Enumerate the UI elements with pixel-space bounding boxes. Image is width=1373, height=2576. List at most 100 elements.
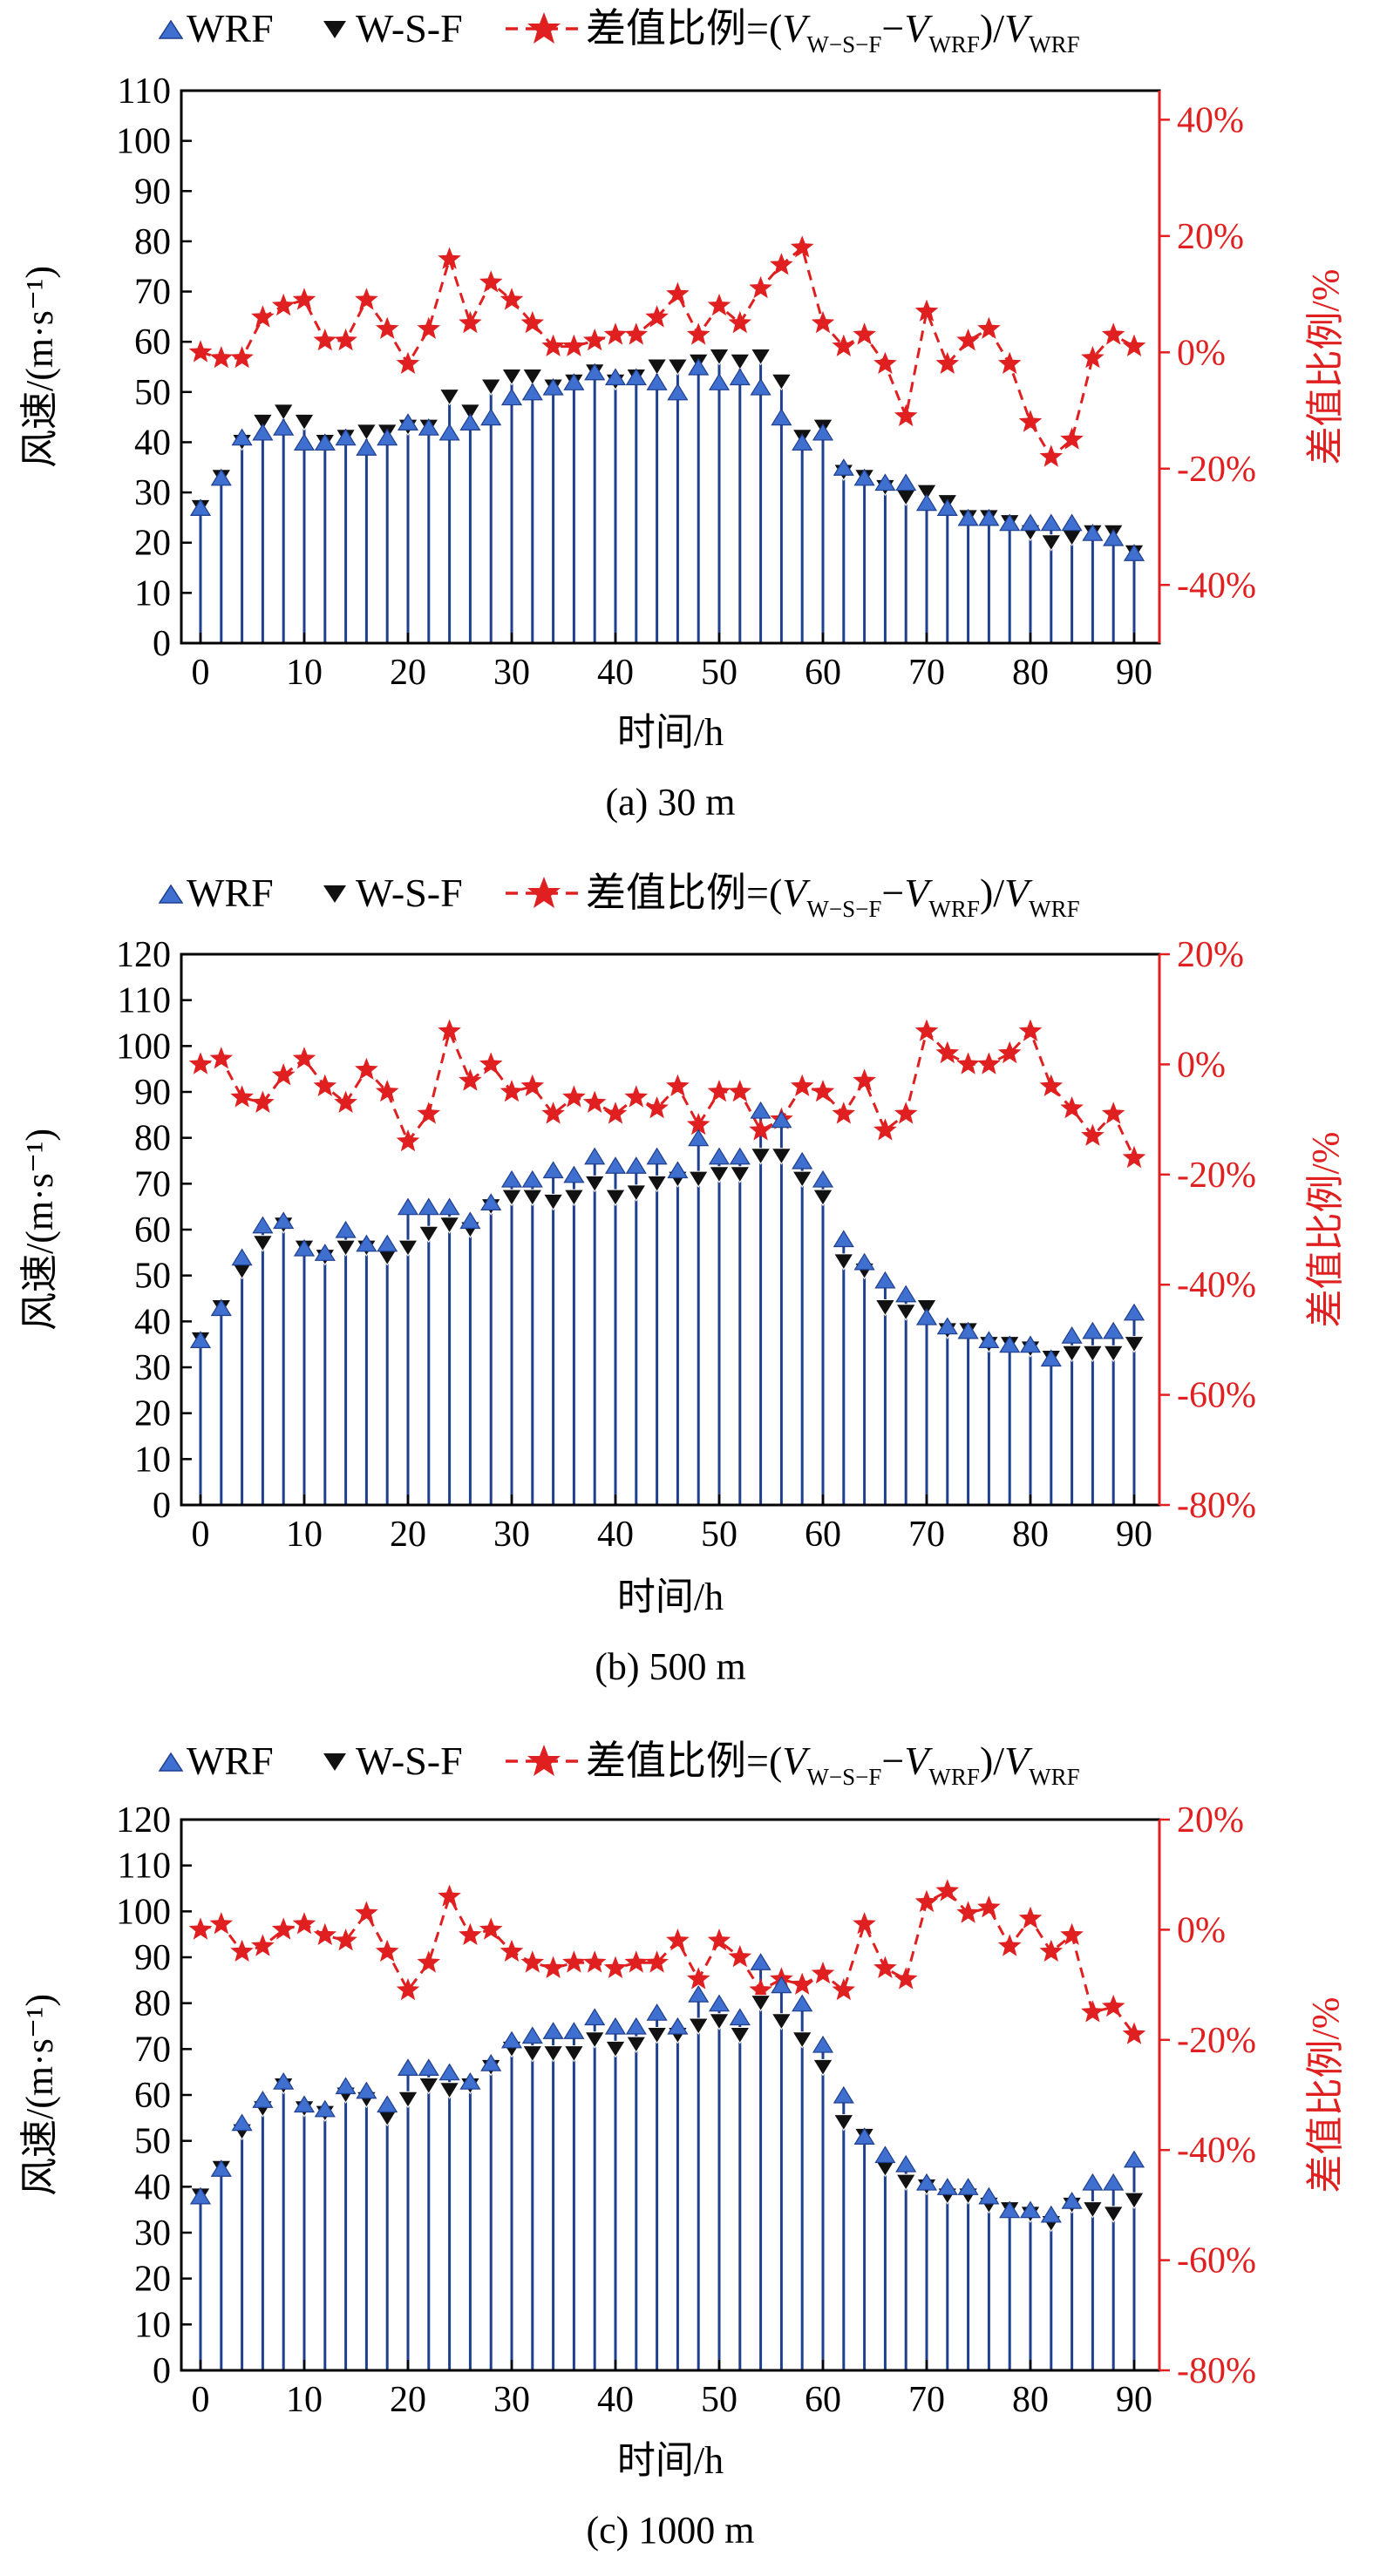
- ratio-point: [894, 1102, 918, 1124]
- wsf-point: [1103, 1345, 1125, 1363]
- ratio-point: [520, 310, 545, 334]
- wsf-point: [1124, 1336, 1145, 1353]
- wsf-point: [750, 1148, 771, 1165]
- ratio-point: [935, 1041, 960, 1064]
- legend-ratio-formula: 差值比例=(VW−S−F−VWRF)/VWRF: [586, 1739, 1080, 1790]
- x-tick-label: 90: [1116, 2380, 1152, 2420]
- wsf-point: [418, 1225, 439, 1244]
- wsf-point: [709, 2013, 730, 2030]
- wrf-point: [1103, 528, 1125, 546]
- panel-a: WRF W-S-F 差值比例=(VW−S−F−VWRF)/VWRF 0 10 20 3…: [18, 6, 1347, 824]
- ratio-point: [188, 1917, 213, 1940]
- wsf-point: [895, 489, 917, 506]
- ratio-point: [334, 1090, 357, 1113]
- wsf-point: [521, 1189, 543, 1207]
- ratio-point: [188, 1052, 213, 1074]
- ratio-point: [914, 299, 939, 322]
- y-tick-label: 70: [134, 1164, 171, 1204]
- ratio-point: [956, 1052, 980, 1074]
- y2-tick-label: 40%: [1177, 100, 1244, 140]
- wsf-point: [688, 1170, 710, 1189]
- ratio-point: [520, 1950, 545, 1973]
- wrf-point: [625, 368, 647, 386]
- axes: [180, 1818, 1161, 2372]
- ratio-point: [997, 351, 1022, 374]
- ratio-point: [271, 293, 296, 316]
- panel-caption: (a) 30 m: [605, 781, 735, 824]
- wrf-point: [853, 468, 875, 486]
- wsf-point: [563, 2045, 585, 2063]
- x-tick-label: 60: [805, 653, 841, 693]
- wrf-point: [957, 508, 979, 526]
- wrf-point: [771, 408, 792, 426]
- ratio-point: [603, 1956, 628, 1978]
- wrf-point: [792, 1994, 813, 2012]
- ratio-point: [438, 247, 461, 269]
- x-tick-label: 80: [1012, 1515, 1049, 1555]
- wrf-point: [999, 2200, 1021, 2219]
- y-tick-label: 110: [118, 71, 171, 112]
- wrf-point: [936, 2178, 958, 2195]
- ratio-point: [479, 1052, 503, 1074]
- wsf-point: [771, 2013, 792, 2030]
- y-tick-label: 70: [134, 2030, 171, 2070]
- ratio-point: [230, 346, 254, 369]
- wsf-point: [1124, 2192, 1145, 2210]
- wsf-point: [729, 2027, 751, 2044]
- ratio-point: [562, 1085, 586, 1108]
- ratio-point: [956, 1901, 980, 1923]
- wrf-point: [667, 383, 689, 401]
- ratio-point: [1122, 2022, 1146, 2044]
- wrf-point: [915, 2173, 938, 2191]
- ratio-point: [292, 1912, 316, 1935]
- legend-wrf-label: WRF: [187, 871, 274, 915]
- wrf-point: [833, 2085, 854, 2104]
- wrf-point: [1123, 1303, 1145, 1321]
- wrf-point: [273, 2072, 295, 2090]
- ratio-point: [396, 351, 420, 374]
- legend-wsf-marker: [323, 21, 346, 38]
- wrf-point: [480, 2053, 502, 2071]
- wsf-point: [771, 1148, 792, 1165]
- wrf-point: [895, 473, 917, 491]
- ratio-point: [500, 1939, 524, 1962]
- ratio-point: [438, 1019, 461, 1041]
- x-axis-ticks: 0 10 20 30 40 50 60 70 80 90: [192, 2360, 1152, 2420]
- ratio-point: [500, 1080, 524, 1102]
- wsf-point: [646, 358, 668, 376]
- wrf-point: [812, 2035, 834, 2053]
- ratio-series: [188, 235, 1146, 467]
- x-tick-label: 40: [597, 1515, 634, 1555]
- wrf-point: [438, 1197, 460, 1216]
- ratio-point: [832, 334, 856, 356]
- wsf-point: [916, 1299, 937, 1317]
- y2-tick-label: 20%: [1177, 1800, 1244, 1840]
- ratio-point: [603, 322, 628, 345]
- wrf-point: [978, 508, 1000, 526]
- wrf-point: [853, 2127, 875, 2145]
- ratio-point: [209, 1912, 234, 1935]
- wrf-point: [397, 1197, 419, 1216]
- ratio-point: [645, 1950, 669, 1973]
- wsf-point: [833, 2114, 854, 2132]
- wsf-point: [812, 2058, 833, 2077]
- wsf-point: [418, 2077, 439, 2095]
- ratio-point: [271, 1063, 296, 1086]
- wrf-point: [438, 423, 460, 441]
- wrf-point: [833, 458, 854, 476]
- y2-tick-label: -80%: [1177, 1486, 1256, 1526]
- wrf-point: [563, 2022, 585, 2039]
- wrf-point: [792, 1151, 813, 1169]
- x-tick-label: 10: [286, 653, 323, 693]
- wsf-point: [501, 1189, 522, 1207]
- wrf-point: [459, 1211, 481, 1230]
- y2-axis-label: 差值比例/%: [1304, 1132, 1347, 1328]
- x-tick-label: 20: [390, 653, 426, 693]
- ratio-point: [873, 351, 897, 374]
- ratio-point: [853, 1068, 876, 1091]
- wsf-point: [874, 1299, 896, 1317]
- wsf-point: [750, 1995, 771, 2012]
- wrf-point: [210, 2159, 232, 2177]
- ratio-point: [686, 1112, 710, 1135]
- wrf-point: [356, 1234, 377, 1252]
